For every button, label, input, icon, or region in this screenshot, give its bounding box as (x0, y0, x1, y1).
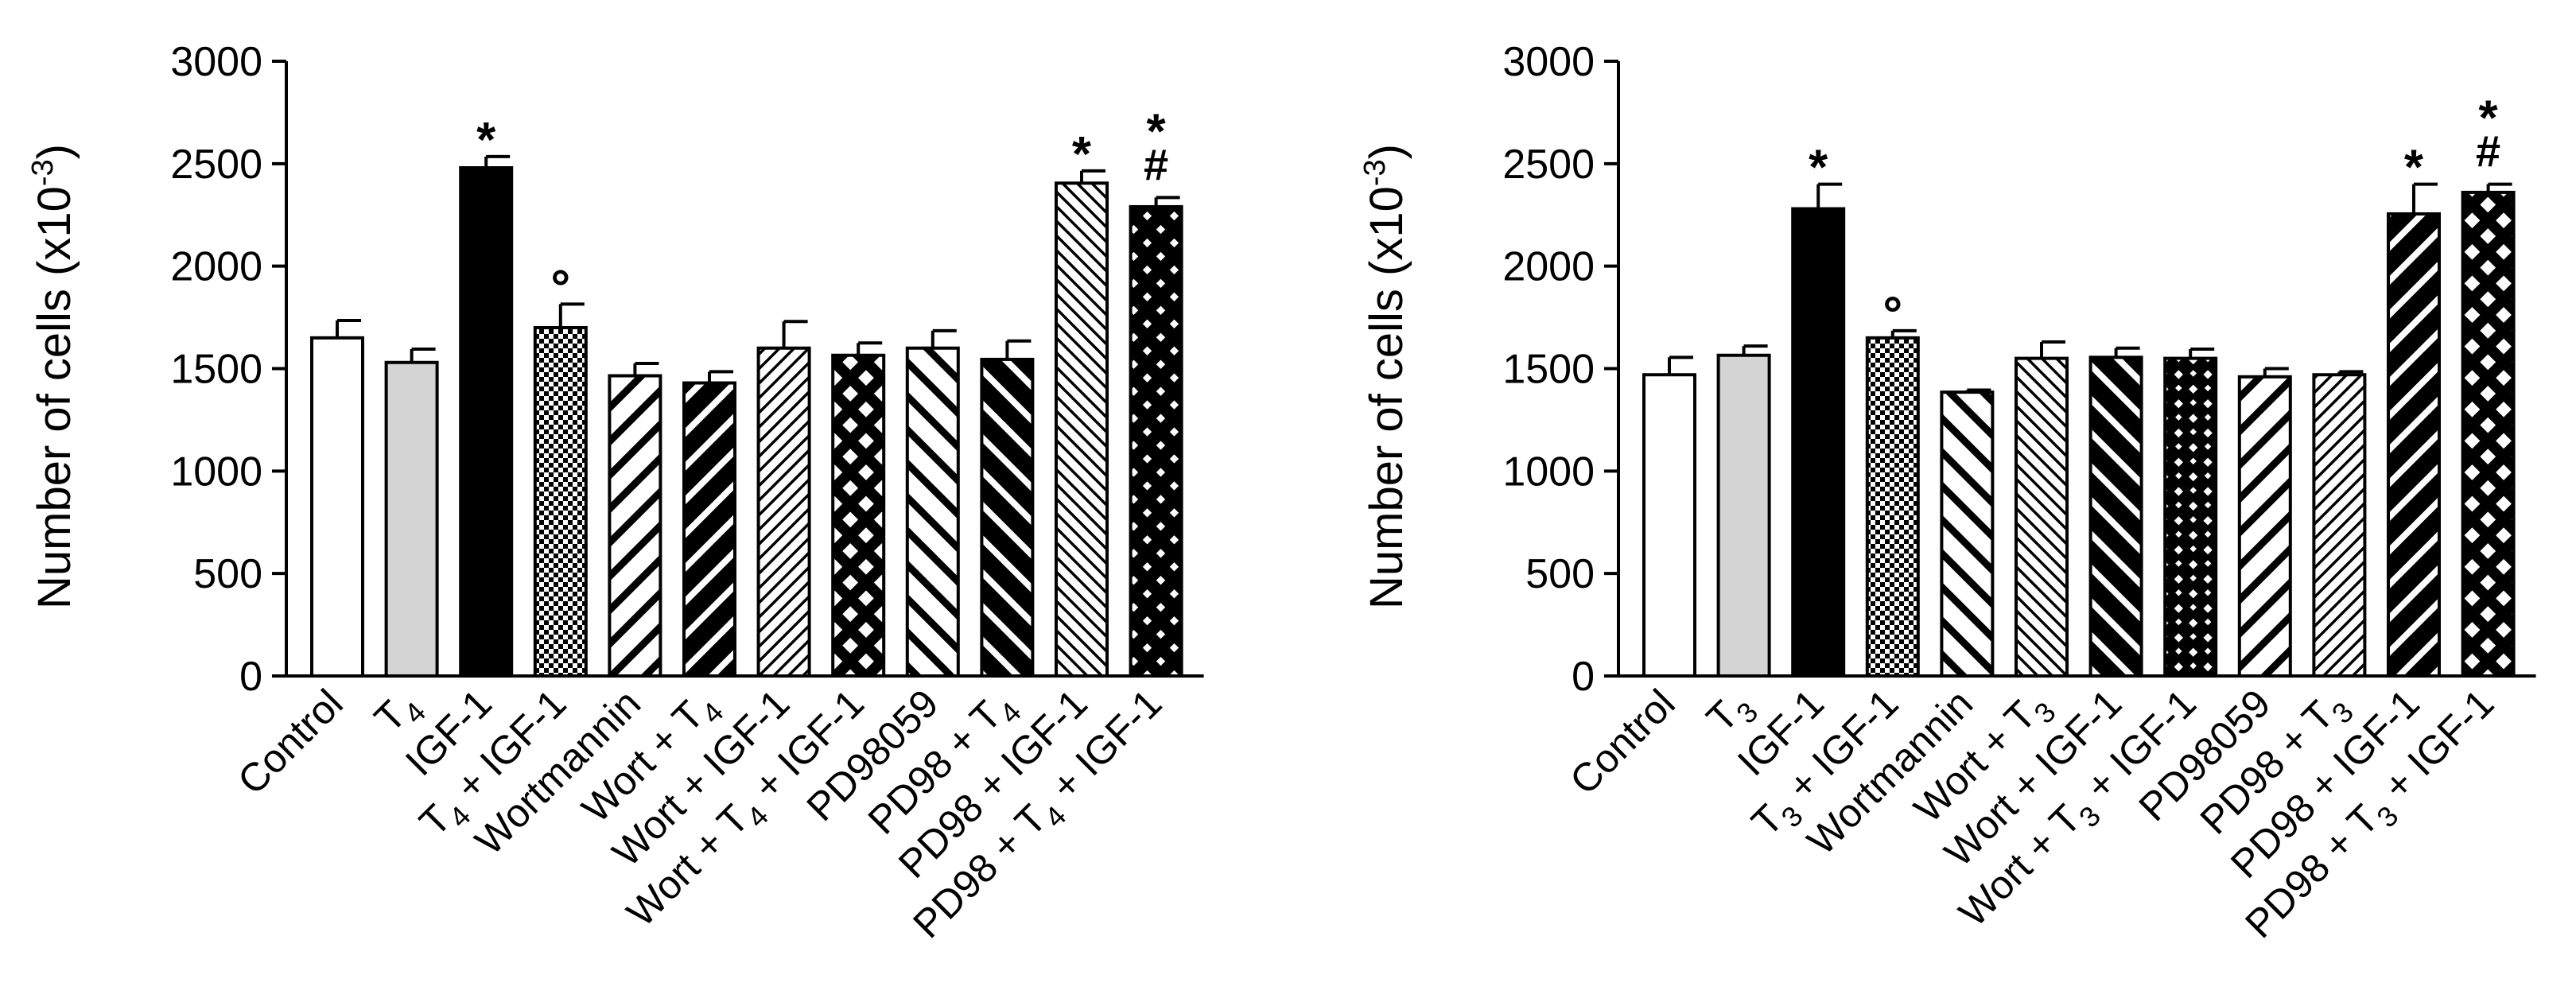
bar (1642, 373, 1696, 678)
asterisk-mark: * (2404, 141, 2424, 196)
asterisk-mark: * (2479, 91, 2499, 146)
bar (1716, 353, 1771, 678)
bar (310, 336, 364, 678)
asterisk-mark: * (476, 113, 496, 168)
y-axis-label: Number of cells (x10-3) (1358, 144, 1412, 609)
bar (1865, 336, 1920, 678)
bar (384, 360, 439, 678)
bar (2163, 356, 2218, 678)
asterisk-mark: * (1147, 104, 1167, 159)
bar (2015, 356, 2069, 678)
bar (2387, 212, 2441, 678)
y-tick-label: 1000 (170, 449, 262, 495)
y-tick-label: 500 (193, 551, 262, 597)
bar (2312, 373, 2367, 678)
y-axis-label: Number of cells (x10-3) (26, 144, 80, 609)
y-tick-label: 2500 (170, 142, 262, 188)
bar (1940, 390, 1995, 678)
asterisk-mark: * (1072, 127, 1092, 182)
y-tick-label: 1000 (1502, 449, 1595, 495)
bar (831, 353, 886, 678)
bar (1055, 181, 1109, 678)
hash-mark: # (1144, 139, 1168, 189)
bar (980, 357, 1035, 678)
bar (2237, 375, 2292, 678)
degree-mark: ° (1882, 287, 1902, 342)
bar (2088, 355, 2143, 678)
degree-mark: ° (550, 260, 570, 315)
bar (2461, 190, 2516, 678)
bar (1129, 204, 1183, 678)
y-tick-label: 500 (1525, 551, 1595, 597)
hash-mark: # (2476, 126, 2500, 177)
y-tick-label: 1500 (170, 347, 262, 393)
y-tick-label: 0 (239, 654, 262, 700)
y-tick-label: 3000 (170, 39, 262, 85)
bar (533, 325, 588, 678)
right-panel: 0 500 1000 1500 2000 2500 3000 Number of cells … (1358, 39, 2536, 946)
asterisk-mark: * (1809, 141, 1828, 196)
left-panel: 0 500 1000 1500 2000 2500 3000 Number of cells … (26, 39, 1204, 946)
y-tick-label: 2000 (1502, 244, 1595, 290)
y-tick-label: 0 (1572, 654, 1595, 700)
bar (682, 381, 736, 678)
bar (1791, 207, 1846, 678)
y-tick-label: 1500 (1502, 347, 1595, 393)
bar (608, 374, 662, 678)
bar (905, 346, 960, 678)
y-tick-label: 2000 (170, 244, 262, 290)
y-tick-label: 2500 (1502, 142, 1595, 188)
bar (756, 346, 811, 678)
bar (459, 165, 514, 678)
y-tick-label: 3000 (1502, 39, 1595, 85)
